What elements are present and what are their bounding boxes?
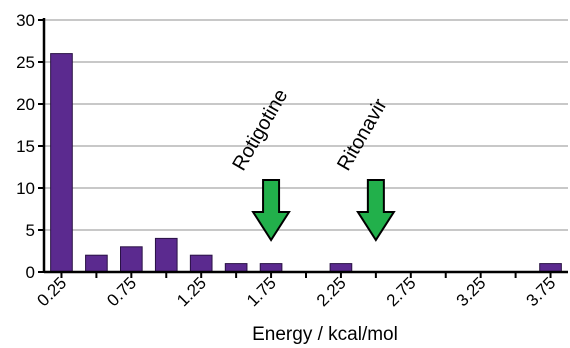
bar	[120, 246, 143, 273]
grid-lines	[44, 19, 568, 231]
annotation-label: Ritonavir	[333, 95, 392, 175]
x-tick-label: 1.25	[173, 273, 210, 310]
x-tick-label: 3.75	[523, 273, 560, 310]
y-tick-label: 20	[16, 95, 35, 114]
x-axis-title: Energy / kcal/mol	[252, 324, 398, 345]
axes	[38, 18, 568, 278]
y-tick-label: 15	[16, 137, 35, 156]
x-tick-labels: 0.25 0.75 1.25 1.75 2.25 2.75 3.25 3.75	[33, 273, 559, 310]
y-tick-label: 5	[26, 221, 35, 240]
annotation-arrow	[251, 179, 291, 242]
annotation-arrow	[356, 179, 396, 242]
y-tick-label: 30	[16, 11, 35, 30]
y-tick-labels: 0 5 10 15 20 25 30	[16, 11, 35, 282]
y-tick-label: 10	[16, 179, 35, 198]
y-tick-label: 25	[16, 53, 35, 72]
bar	[154, 237, 178, 273]
x-tick-label: 0.75	[103, 273, 140, 310]
y-tick-label: 0	[26, 263, 35, 282]
bar	[329, 263, 353, 273]
bar	[85, 254, 108, 273]
x-tick-label: 2.75	[383, 273, 420, 310]
bar	[189, 254, 213, 273]
x-tick-label: 2.25	[313, 273, 350, 310]
bar	[259, 263, 283, 273]
x-tick-label: 0.25	[33, 273, 70, 310]
bar	[50, 53, 73, 273]
annotation-label: Rotigotine	[228, 86, 292, 175]
annotations: Rotigotine Ritonavir	[228, 86, 396, 242]
x-tick-label: 1.75	[243, 273, 280, 310]
bar	[224, 263, 248, 273]
bar	[539, 263, 562, 273]
bars	[50, 53, 562, 273]
x-tick-label: 3.25	[453, 273, 490, 310]
